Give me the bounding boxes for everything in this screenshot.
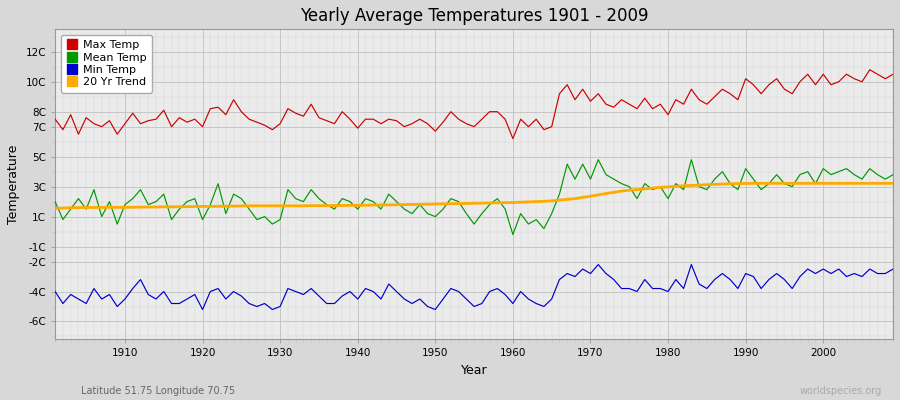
Y-axis label: Temperature: Temperature xyxy=(7,145,20,224)
Legend: Max Temp, Mean Temp, Min Temp, 20 Yr Trend: Max Temp, Mean Temp, Min Temp, 20 Yr Tre… xyxy=(60,35,152,93)
Text: Latitude 51.75 Longitude 70.75: Latitude 51.75 Longitude 70.75 xyxy=(81,386,235,396)
Title: Yearly Average Temperatures 1901 - 2009: Yearly Average Temperatures 1901 - 2009 xyxy=(300,7,648,25)
X-axis label: Year: Year xyxy=(461,364,488,377)
Text: worldspecies.org: worldspecies.org xyxy=(800,386,882,396)
